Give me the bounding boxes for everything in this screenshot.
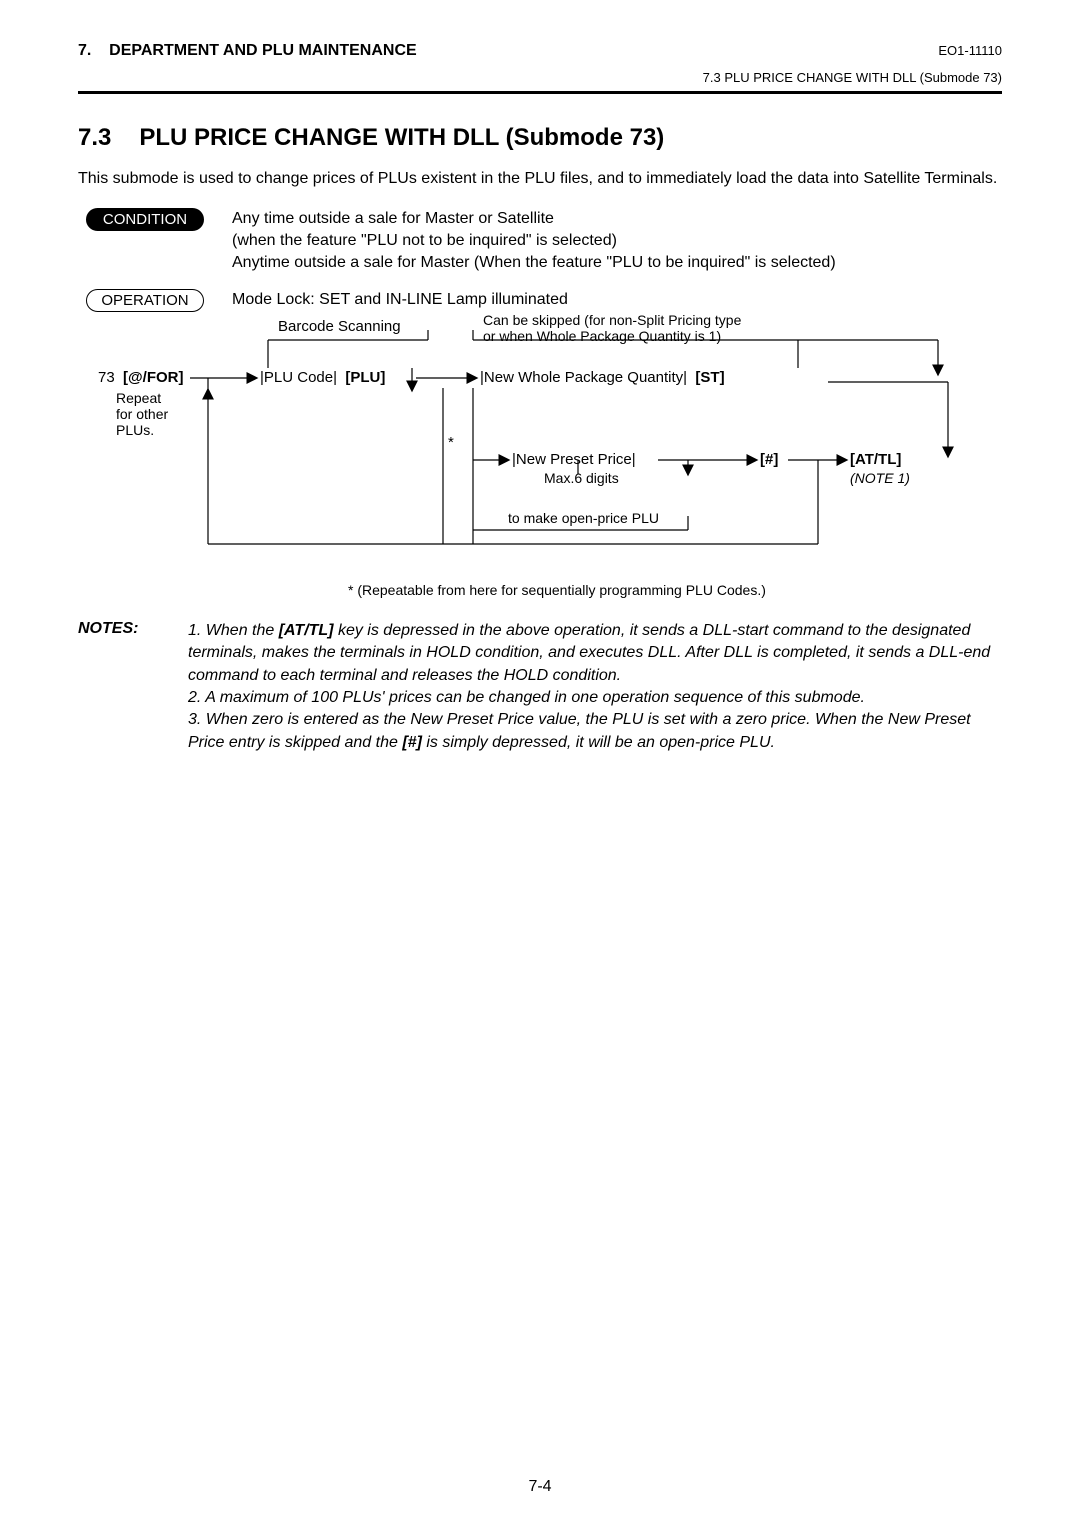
attl-key: [AT/TL]: [850, 451, 901, 468]
condition-line-1: Any time outside a sale for Master or Sa…: [232, 208, 1002, 230]
skip-note-line-1: Can be skipped (for non-Split Pricing ty…: [483, 312, 741, 328]
condition-line-2: (when the feature "PLU not to be inquire…: [232, 230, 1002, 252]
skip-note-line-2: or when Whole Package Quantity is 1): [483, 328, 721, 344]
diagram-svg: [78, 318, 998, 578]
sub-reference: 7.3 PLU PRICE CHANGE WITH DLL (Submode 7…: [78, 70, 1002, 85]
section-number: 7.3: [78, 124, 111, 152]
notes-body: 1. When the [AT/TL] key is depressed in …: [188, 620, 1002, 754]
new-preset-price: |New Preset Price|: [512, 451, 636, 468]
condition-pill: CONDITION: [86, 208, 204, 231]
entry-73: 73 [@/FOR]: [98, 369, 183, 386]
condition-line-3: Anytime outside a sale for Master (When …: [232, 252, 1002, 274]
note-1-key: [AT/TL]: [279, 622, 334, 639]
max-6-digits: Max.6 digits: [544, 470, 619, 486]
qty-label: |New Whole Package Quantity|: [480, 369, 687, 386]
repeat-line-1: Repeat: [116, 390, 161, 406]
barcode-scanning-label: Barcode Scanning: [278, 318, 401, 335]
notes-block: NOTES: 1. When the [AT/TL] key is depres…: [78, 620, 1002, 754]
asterisk-mark: *: [448, 434, 454, 451]
intro-paragraph: This submode is used to change prices of…: [78, 168, 1002, 190]
chapter-heading: 7. DEPARTMENT AND PLU MAINTENANCE: [78, 42, 417, 60]
plu-key: [PLU]: [345, 369, 385, 386]
repeat-footnote: * (Repeatable from here for sequentially…: [348, 582, 1002, 598]
entry-number: 73: [98, 369, 115, 386]
operation-pill: OPERATION: [86, 289, 204, 312]
repeat-line-2: for other: [116, 406, 168, 422]
chapter-number: 7.: [78, 42, 91, 59]
page-number: 7-4: [0, 1478, 1080, 1496]
note-1-ref: (NOTE 1): [850, 470, 910, 486]
section-heading: PLU PRICE CHANGE WITH DLL (Submode 73): [139, 124, 664, 152]
chapter-title: DEPARTMENT AND PLU MAINTENANCE: [109, 42, 417, 59]
note-3-key: [#]: [402, 734, 422, 751]
hash-key: [#]: [760, 451, 778, 468]
qty-label-group: |New Whole Package Quantity| [ST]: [480, 369, 725, 386]
open-price-label: to make open-price PLU: [508, 510, 659, 526]
flow-diagram: Barcode Scanning Can be skipped (for non…: [78, 318, 998, 578]
condition-row: CONDITION Any time outside a sale for Ma…: [78, 208, 1002, 275]
note-3-c: is simply depressed, it will be an open-…: [422, 734, 775, 751]
note-1-a: 1. When the: [188, 622, 279, 639]
at-for-key: [@/FOR]: [123, 369, 183, 386]
st-key: [ST]: [695, 369, 724, 386]
header-rule: [78, 91, 1002, 94]
page-header: 7. DEPARTMENT AND PLU MAINTENANCE EO1-11…: [78, 42, 1002, 60]
note-3: 3. When zero is entered as the New Prese…: [188, 709, 1002, 754]
note-1: 1. When the [AT/TL] key is depressed in …: [188, 620, 1002, 687]
section-title: 7.3 PLU PRICE CHANGE WITH DLL (Submode 7…: [78, 124, 1002, 152]
note-2: 2. A maximum of 100 PLUs' prices can be …: [188, 687, 1002, 709]
plu-code-text: |PLU Code|: [260, 369, 337, 386]
condition-text: Any time outside a sale for Master or Sa…: [232, 208, 1002, 275]
operation-row: OPERATION Mode Lock: SET and IN-LINE Lam…: [78, 289, 1002, 312]
doc-code: EO1-11110: [938, 43, 1002, 58]
repeat-line-3: PLUs.: [116, 422, 154, 438]
operation-text: Mode Lock: SET and IN-LINE Lamp illumina…: [232, 289, 1002, 311]
notes-label: NOTES:: [78, 620, 158, 754]
plu-code-label: |PLU Code| [PLU]: [260, 369, 385, 386]
